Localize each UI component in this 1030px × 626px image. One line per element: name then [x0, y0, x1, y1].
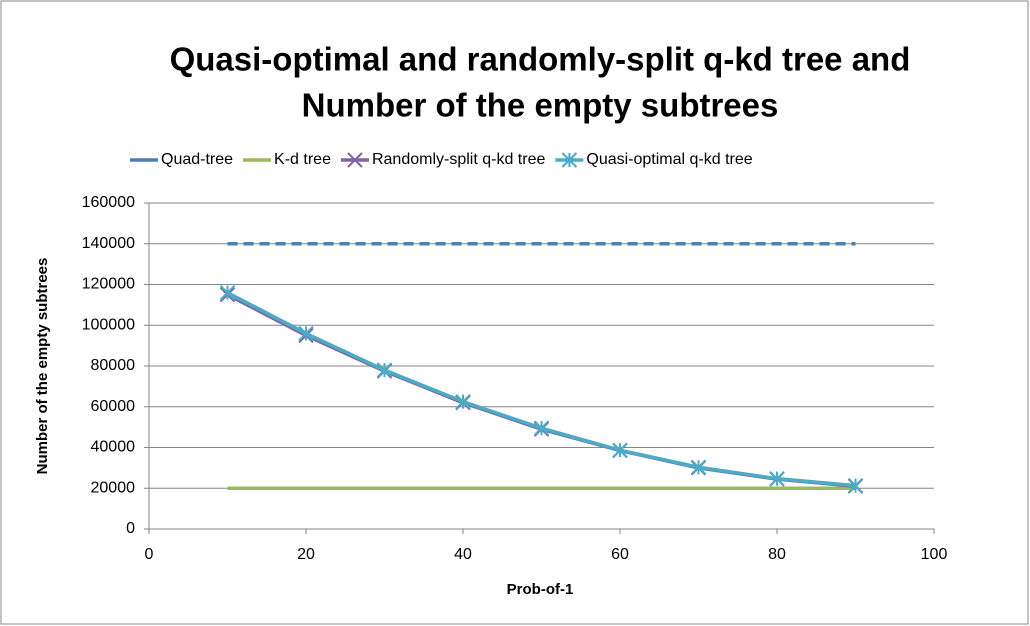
x-tick-label: 80 [768, 546, 786, 563]
point-marker [533, 420, 550, 436]
y-tick-label: 140000 [82, 235, 135, 252]
point-marker [847, 477, 864, 494]
legend-label: Quad-tree [161, 151, 233, 168]
point-marker [219, 284, 236, 301]
legend-label: Quasi-optimal q-kd tree [586, 151, 752, 168]
x-tick-label: 40 [454, 546, 472, 563]
y-tick-label: 0 [126, 520, 135, 537]
point-marker [690, 459, 707, 475]
x-tick-label: 100 [921, 546, 948, 563]
legend-label: Randomly-split q-kd tree [372, 151, 546, 168]
y-tick-label: 80000 [91, 357, 136, 374]
legend-label: K-d tree [274, 151, 331, 168]
point-marker [769, 470, 785, 487]
point-marker [298, 325, 314, 342]
point-marker [612, 442, 628, 458]
y-tick-label: 40000 [91, 439, 136, 456]
y-tick-label: 100000 [82, 316, 135, 333]
y-axis-title: Number of the empty subtrees [34, 258, 51, 475]
y-tick-label: 160000 [82, 194, 135, 211]
legend-marker [347, 152, 363, 168]
y-tick-label: 20000 [91, 479, 136, 496]
x-tick-label: 60 [611, 546, 629, 563]
point-marker [376, 362, 393, 378]
y-tick-label: 120000 [82, 276, 135, 293]
legend-marker [561, 152, 578, 168]
chart-title: Quasi-optimal and randomly-split q-kd tr… [170, 41, 911, 78]
x-axis-title: Prob-of-1 [507, 581, 574, 598]
chart-title: Number of the empty subtrees [302, 87, 779, 124]
x-tick-label: 0 [145, 546, 154, 563]
x-tick-label: 20 [297, 546, 315, 563]
point-marker [455, 393, 471, 410]
y-tick-label: 60000 [91, 398, 136, 415]
